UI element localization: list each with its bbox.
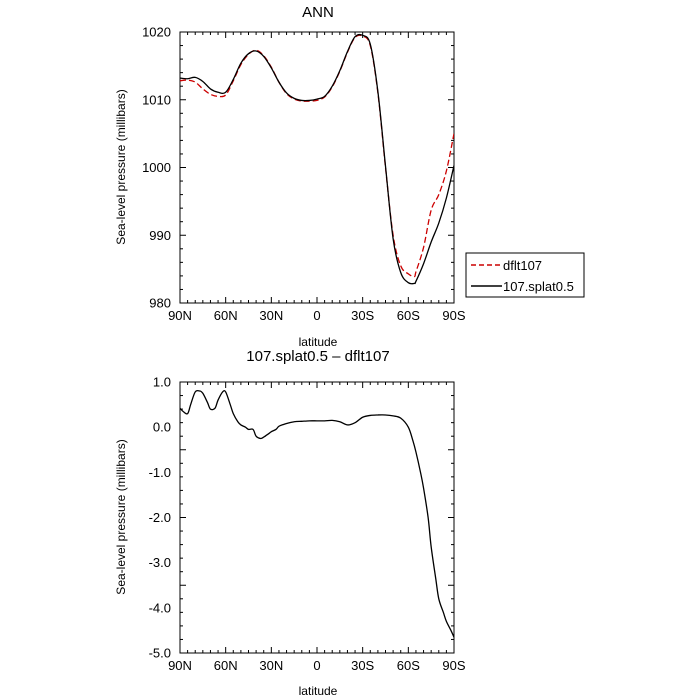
chart1-xlabel: latitude: [299, 335, 338, 349]
y-tick-label: 0.0: [153, 420, 171, 435]
chart2-series-line-0: [180, 389, 454, 638]
legend-label-dflt107: dflt107: [503, 258, 542, 273]
x-tick-label: 60S: [397, 658, 420, 673]
y-tick-label: -1.0: [149, 465, 171, 480]
y-tick-label: 1000: [142, 160, 171, 175]
chart1-title: ANN: [302, 4, 334, 21]
chart2-title: 107.splat0.5 – dflt107: [246, 348, 389, 365]
chart1-series-line-0: [180, 34, 454, 278]
x-tick-label: 0: [313, 308, 320, 323]
x-tick-label: 30S: [351, 308, 374, 323]
chart2-plot: 90N 60N 30N 0 30S 60S 90S -5.0 -4.0 -3.0 -2.0 -1.0 0…: [149, 375, 466, 674]
chart2-frame: [179, 381, 455, 654]
y-tick-label: -4.0: [149, 600, 171, 615]
legend-label-107-splat0-5: 107.splat0.5: [503, 279, 574, 294]
x-tick-label: 60S: [397, 308, 420, 323]
chart1-ylabel: Sea-level pressure (millibars): [114, 89, 128, 244]
y-tick-label: -2.0: [149, 510, 171, 525]
x-tick-label: 30S: [351, 658, 374, 673]
chart1-legend: dflt107 107.splat0.5: [465, 252, 585, 298]
y-tick-label: 1020: [142, 25, 171, 40]
x-tick-label: 90N: [168, 658, 192, 673]
y-tick-label: 980: [149, 296, 171, 311]
chart2-xlabel: latitude: [299, 684, 338, 698]
x-tick-label: 30N: [259, 308, 283, 323]
chart1-series-line-1: [180, 33, 454, 285]
x-tick-label: 30N: [259, 658, 283, 673]
y-tick-label: 1010: [142, 92, 171, 107]
y-tick-label: -5.0: [149, 646, 171, 661]
x-tick-label: 60N: [214, 658, 238, 673]
x-tick-label: 0: [313, 658, 320, 673]
chart2-ylabel: Sea-level pressure (millibars): [114, 439, 128, 594]
y-tick-label: -3.0: [149, 555, 171, 570]
y-tick-label: 990: [149, 228, 171, 243]
legend-box: [465, 252, 585, 298]
chart1-plot: 90N 60N 30N 0 30S 60S 90S 980 990 1000 1010 1020: [142, 25, 466, 324]
y-tick-label: 1.0: [153, 375, 171, 390]
x-tick-label: 90S: [442, 308, 465, 323]
x-tick-label: 90N: [168, 308, 192, 323]
x-tick-label: 60N: [214, 308, 238, 323]
x-tick-label: 90S: [442, 658, 465, 673]
chart1-frame: [179, 31, 455, 304]
